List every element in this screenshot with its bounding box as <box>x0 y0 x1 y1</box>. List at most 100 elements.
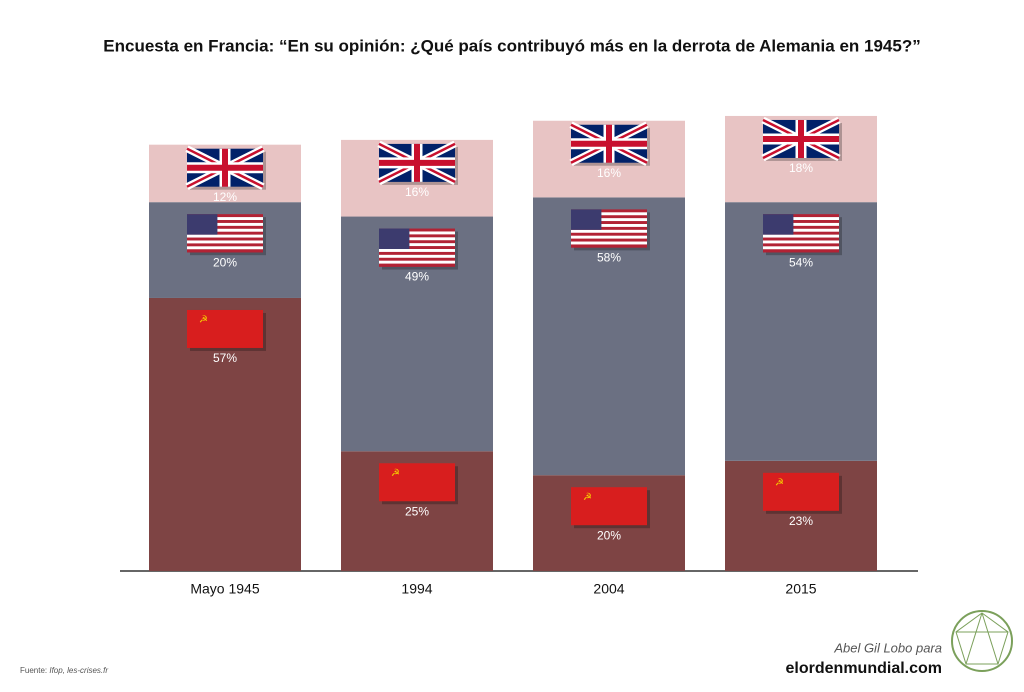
flag-stripe <box>379 243 455 247</box>
flag-stripe <box>187 220 263 224</box>
flag-stripe <box>187 234 263 238</box>
flag-stripe <box>571 241 647 245</box>
source-prefix: Fuente: <box>20 666 49 675</box>
flag-stripe <box>187 243 263 247</box>
flag-stripe <box>763 234 839 238</box>
flag-stripe <box>379 234 455 238</box>
flag-stripe <box>571 229 647 234</box>
value-label: 16% <box>405 185 429 199</box>
flag-stripe <box>187 240 263 244</box>
flag-usa <box>571 209 650 251</box>
value-label: 25% <box>405 504 429 518</box>
flag-ussr: ☭ <box>187 309 266 351</box>
source: Fuente: Ifop, les-crises.fr <box>20 666 108 675</box>
flag-stripe <box>379 237 455 241</box>
flag-stripe <box>187 217 263 221</box>
flag-uk <box>377 140 458 186</box>
x-tick-label: 2015 <box>785 581 816 597</box>
value-label: 49% <box>405 270 429 284</box>
flag-ussr: ☭ <box>763 472 842 514</box>
value-label: 54% <box>789 255 813 269</box>
source-italic: Ifop, les-crises.fr <box>49 666 108 675</box>
flag-stripe <box>571 221 647 225</box>
value-label: 16% <box>597 166 621 180</box>
flag-stripe <box>379 251 455 256</box>
flag-stripe <box>571 209 647 213</box>
flag-stripe <box>763 222 839 227</box>
flag-stripe <box>763 231 839 235</box>
flag-stripe <box>379 231 455 235</box>
value-label: 57% <box>213 351 237 365</box>
flag-uk <box>569 121 650 166</box>
flag-stripe <box>571 212 647 216</box>
value-label: 23% <box>789 514 813 528</box>
flag-stripe <box>763 220 839 224</box>
value-label: 20% <box>213 255 237 269</box>
flag-stripe <box>763 240 839 244</box>
flag-ussr: ☭ <box>571 487 650 529</box>
flag-canton <box>187 214 218 235</box>
flag-stripe <box>571 223 647 228</box>
flag-stripe <box>763 246 839 250</box>
flag-cross-red <box>571 124 647 163</box>
flag-stripe <box>571 226 647 231</box>
flag-field <box>187 309 263 348</box>
flag-usa <box>187 214 266 256</box>
flag-cross-red <box>379 143 455 182</box>
value-label: 20% <box>597 528 621 542</box>
flag-cross-red <box>763 119 839 158</box>
credit: Abel Gil Lobo para <box>833 640 942 655</box>
flag-stripe <box>571 238 647 242</box>
flag-stripe <box>571 244 647 248</box>
flag-stripe <box>187 228 263 233</box>
flag-stripe <box>187 237 263 241</box>
x-tick-label: 1994 <box>401 581 432 597</box>
flag-stripe <box>379 246 455 250</box>
flag-emblem: ☭ <box>199 315 208 326</box>
flag-stripe <box>763 225 839 230</box>
flag-stripe <box>379 228 455 232</box>
flag-stripe <box>763 249 839 253</box>
flag-stripe <box>187 246 263 250</box>
flag-stripe <box>763 217 839 221</box>
flag-stripe <box>379 240 455 244</box>
flag-stripe <box>379 257 455 261</box>
flag-stripe <box>571 232 647 236</box>
flag-stripe <box>763 237 839 241</box>
site: elordenmundial.com <box>786 660 942 677</box>
flag-canton <box>571 209 602 230</box>
flag-stripe <box>571 235 647 239</box>
value-label: 12% <box>213 190 237 204</box>
flag-stripe <box>763 228 839 233</box>
flag-stripe <box>379 249 455 253</box>
flag-uk <box>185 145 266 190</box>
flag-stripe <box>763 243 839 247</box>
flag-ussr: ☭ <box>379 463 458 505</box>
flag-emblem: ☭ <box>775 477 784 488</box>
flag-stripe <box>187 231 263 235</box>
flag-uk <box>761 116 842 162</box>
flag-stripe <box>187 222 263 227</box>
flag-emblem: ☭ <box>391 468 400 479</box>
flag-stripe <box>187 225 263 230</box>
value-label: 18% <box>789 161 813 175</box>
chart-title: Encuesta en Francia: “En su opinión: ¿Qu… <box>103 36 920 55</box>
flag-usa <box>763 214 842 256</box>
flag-field <box>763 472 839 511</box>
flag-stripe <box>571 215 647 219</box>
flag-field <box>379 463 455 502</box>
flag-stripe <box>379 254 455 259</box>
flag-canton <box>763 214 794 235</box>
flag-cross-red <box>187 148 263 187</box>
flag-stripe <box>187 249 263 253</box>
value-label: 58% <box>597 251 621 265</box>
x-tick-label: Mayo 1945 <box>190 581 259 597</box>
x-tick-label: 2004 <box>593 581 624 597</box>
flag-stripe <box>187 214 263 218</box>
logo <box>951 610 1013 672</box>
flag-stripe <box>379 263 455 267</box>
flag-stripe <box>571 218 647 222</box>
flag-canton <box>379 228 410 250</box>
flag-emblem: ☭ <box>583 492 592 503</box>
